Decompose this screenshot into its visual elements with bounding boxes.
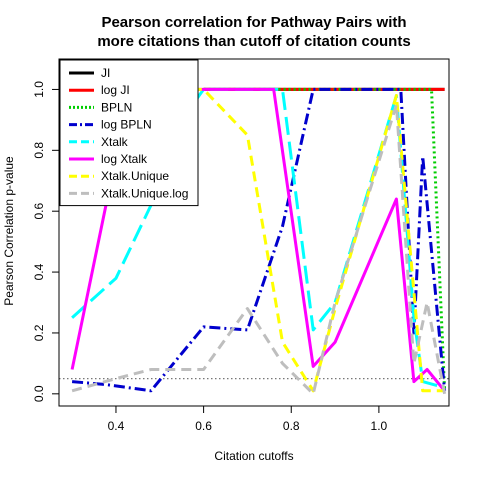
- y-tick-label: 0.6: [32, 203, 46, 220]
- legend-label-5: log Xtalk: [101, 152, 148, 166]
- series-line-3: [71, 87, 447, 393]
- x-tick-label: 0.8: [283, 419, 300, 433]
- legend-label-7: Xtalk.Unique.log: [101, 186, 188, 200]
- chart-title: Pearson correlation for Pathway Pairs wi…: [101, 14, 406, 31]
- x-tick-label: 1.0: [371, 419, 388, 433]
- x-axis-label: Citation cutoffs: [214, 449, 293, 463]
- legend-label-1: log JI: [101, 83, 130, 97]
- plot-area: [59, 87, 449, 396]
- y-tick-label: 0.8: [32, 142, 46, 159]
- y-tick-label: 1.0: [32, 81, 46, 98]
- legend-label-2: BPLN: [101, 100, 132, 114]
- legend-box: [59, 59, 199, 207]
- legend-label-6: Xtalk.Unique: [101, 169, 169, 183]
- x-tick-label: 0.4: [108, 419, 125, 433]
- series-line-7: [71, 103, 447, 396]
- y-tick-label: 0.4: [32, 263, 46, 280]
- y-tick-label: 0.2: [32, 324, 46, 341]
- chart-subtitle: more citations than cutoff of citation c…: [97, 33, 410, 50]
- plot-frame: [58, 58, 450, 407]
- legend-label-4: Xtalk: [101, 135, 129, 149]
- y-tick-label: 0.0: [32, 385, 46, 402]
- legend-label-0: JI: [101, 66, 110, 80]
- legend: JI log JI BPLN log BPLN Xtalk log Xtalk Xtalk.…: [59, 59, 199, 207]
- x-tick-label: 0.6: [195, 419, 212, 433]
- y-axis-label: Pearson Correlation p-value: [2, 156, 16, 306]
- legend-label-3: log BPLN: [101, 118, 152, 132]
- axes: 0.4 0.6 0.8 1.0 0.0 0.2 0.4 0.6 0.8 1.0: [32, 58, 450, 433]
